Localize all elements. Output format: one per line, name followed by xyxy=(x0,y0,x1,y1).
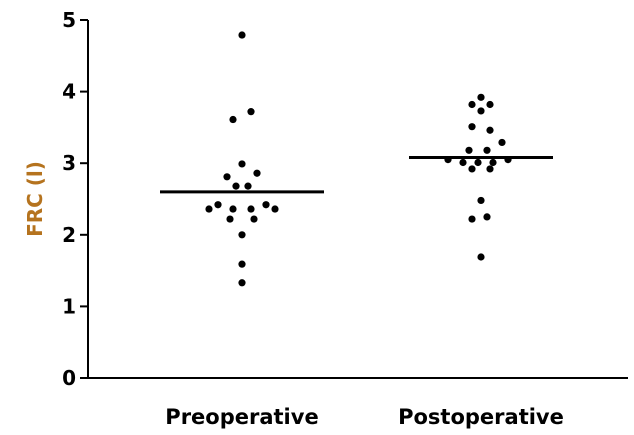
data-point xyxy=(244,182,252,190)
data-point xyxy=(238,31,246,39)
data-point xyxy=(247,108,255,116)
data-point xyxy=(444,156,452,164)
data-points xyxy=(205,31,512,287)
y-tick-label: 5 xyxy=(62,8,76,32)
data-point xyxy=(483,213,491,221)
data-point xyxy=(486,100,494,109)
data-point xyxy=(247,205,255,213)
x-category-label: Preoperative xyxy=(165,405,318,429)
data-point xyxy=(468,165,476,173)
data-point xyxy=(229,115,237,124)
data-point xyxy=(504,156,512,164)
y-tick-label: 2 xyxy=(62,223,76,247)
data-point xyxy=(250,215,258,223)
y-ticks: 0 1 2 3 4 5 xyxy=(62,8,88,390)
data-point xyxy=(238,279,246,287)
data-point xyxy=(477,107,485,115)
data-point xyxy=(238,260,246,268)
data-point xyxy=(474,158,482,167)
x-category-labels: Preoperative Postoperative xyxy=(165,405,564,429)
data-point xyxy=(232,182,240,190)
data-point xyxy=(486,126,494,134)
data-point xyxy=(262,201,270,209)
data-point xyxy=(271,205,279,213)
x-category-label: Postoperative xyxy=(398,405,564,429)
data-point xyxy=(468,100,476,109)
data-point xyxy=(465,146,473,154)
y-tick-label: 4 xyxy=(62,80,76,104)
data-point xyxy=(489,158,497,167)
data-point xyxy=(498,138,506,147)
data-point xyxy=(205,205,213,213)
data-point xyxy=(238,160,246,168)
data-point xyxy=(486,165,494,173)
data-point xyxy=(468,123,476,131)
data-point xyxy=(477,93,485,101)
data-point xyxy=(214,201,222,209)
y-axis-label: FRC (l) xyxy=(23,161,47,237)
data-point xyxy=(468,215,476,223)
data-point xyxy=(483,146,491,154)
data-point xyxy=(223,173,231,181)
data-point xyxy=(253,169,261,177)
data-point xyxy=(229,205,237,213)
y-tick-label: 3 xyxy=(62,151,76,175)
y-tick-label: 1 xyxy=(62,294,76,318)
data-point xyxy=(459,158,467,167)
mean-lines xyxy=(160,155,553,194)
data-point xyxy=(477,196,485,205)
y-tick-label: 0 xyxy=(62,366,76,390)
axes xyxy=(87,20,628,379)
data-point xyxy=(238,231,246,239)
data-point xyxy=(477,253,485,261)
data-point xyxy=(226,215,234,223)
